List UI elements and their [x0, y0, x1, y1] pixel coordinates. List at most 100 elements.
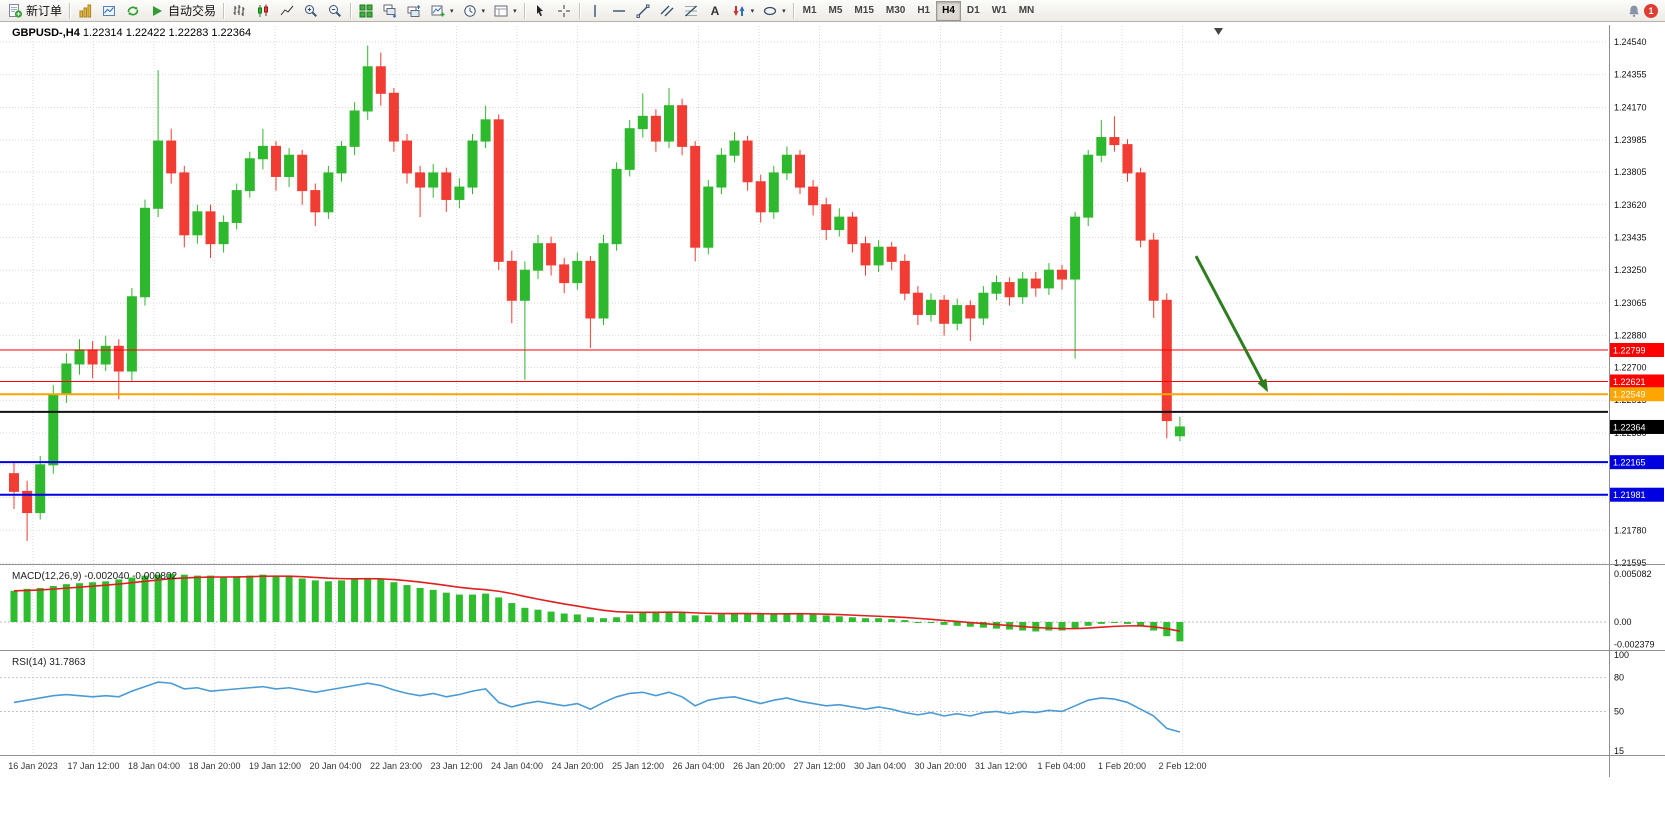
candle [284, 154, 295, 177]
candle [1096, 137, 1107, 156]
trendline-icon [636, 4, 650, 18]
market-watch-button[interactable] [97, 1, 121, 21]
macd-bar [259, 574, 267, 622]
toolbar-separator [350, 2, 352, 19]
timeframe-m30[interactable]: M30 [880, 1, 911, 21]
timeframe-h1[interactable]: H1 [911, 1, 936, 21]
zoom-in-icon [305, 4, 318, 17]
indicators-button[interactable]: ▾ [426, 1, 458, 21]
timeframe-m5[interactable]: M5 [823, 1, 849, 21]
candle [1174, 426, 1185, 437]
candlestick-button[interactable] [251, 1, 275, 21]
rsi-line [13, 681, 1181, 733]
time-label: 22 Jan 23:00 [370, 761, 422, 771]
macd-bar [1071, 622, 1079, 629]
bar-chart-button[interactable] [227, 1, 251, 21]
candle [703, 186, 714, 248]
text-button[interactable]: A [703, 1, 727, 21]
macd-bar [364, 578, 372, 622]
timeframe-d1[interactable]: D1 [961, 1, 986, 21]
shapes-button[interactable]: ▾ [758, 1, 790, 21]
crosshair-button[interactable] [552, 1, 576, 21]
timeframe-w1[interactable]: W1 [986, 1, 1013, 21]
timeframe-m15[interactable]: M15 [848, 1, 879, 21]
notifications-icon[interactable] [1626, 3, 1642, 19]
chart-shift-marker-icon[interactable] [1214, 28, 1223, 35]
chevron-down-icon: ▾ [481, 7, 486, 15]
cursor-button[interactable] [528, 1, 552, 21]
time-label: 17 Jan 12:00 [67, 761, 119, 771]
candle [559, 264, 570, 284]
channel-icon [660, 5, 674, 16]
candle [35, 464, 46, 514]
price-badge [1610, 487, 1664, 502]
timeframe-h4[interactable]: H4 [936, 0, 961, 21]
price-badge-label: 1.22364 [1613, 422, 1646, 432]
candlestick-series [9, 45, 1185, 541]
chart-area[interactable]: 16 Jan 2023 17 Jan 12:00 18 Jan 04:00 18 Ja… [0, 22, 1665, 833]
macd-bar [23, 588, 31, 622]
zoom-out-button[interactable] [323, 1, 347, 21]
shapes-icon [763, 6, 777, 15]
trendline-button[interactable] [631, 1, 655, 21]
notification-badge[interactable]: 1 [1644, 3, 1658, 18]
candle [297, 154, 308, 192]
macd-bar [940, 622, 948, 625]
cascade-down-button[interactable] [378, 1, 402, 21]
channel-button[interactable] [655, 1, 679, 21]
timeframe-mn[interactable]: MN [1013, 1, 1041, 21]
price-label: 1.23065 [1614, 298, 1647, 308]
candle [1083, 154, 1094, 218]
tile-windows-button[interactable] [354, 1, 378, 21]
candle [860, 243, 871, 266]
template-button[interactable]: ▾ [489, 1, 521, 21]
arrow-object[interactable] [1194, 255, 1268, 393]
timeframe-m1[interactable]: M1 [797, 1, 823, 21]
macd-bar [403, 585, 411, 622]
macd-bar [1084, 622, 1092, 626]
candle [336, 145, 347, 174]
time-label: 26 Jan 20:00 [733, 761, 785, 771]
cascade-up-button[interactable] [402, 1, 426, 21]
candle [1148, 239, 1159, 301]
candle [140, 207, 150, 298]
candle [87, 349, 98, 365]
macd-bar [1045, 622, 1053, 631]
new-order-button[interactable]: 新订单 [3, 1, 66, 21]
autotrading-button[interactable]: 自动交易 [145, 1, 220, 21]
zoom-in-button[interactable] [299, 1, 323, 21]
macd-bar [665, 611, 673, 622]
time-label: 2 Feb 12:00 [1158, 761, 1206, 771]
candle [991, 282, 1002, 294]
macd-bar [36, 587, 44, 622]
macd-bar [220, 576, 228, 622]
macd-bar [875, 618, 883, 622]
chevron-down-icon: ▾ [450, 7, 454, 15]
rsi-axis-label: 100 [1614, 650, 1629, 660]
macd-bar [1058, 622, 1066, 631]
charts-button[interactable] [73, 1, 97, 21]
line-chart-button[interactable] [275, 1, 299, 21]
vertical-line-button[interactable] [583, 1, 607, 21]
price-label: 1.23620 [1614, 200, 1647, 210]
horizontal-line-button[interactable] [607, 1, 631, 21]
price-badge-label: 1.22799 [1613, 346, 1646, 356]
price-badge-label: 1.22621 [1613, 377, 1646, 387]
macd-bar [1176, 622, 1184, 642]
macd-bar [586, 617, 594, 622]
refresh-button[interactable] [121, 1, 145, 21]
candle [821, 204, 832, 231]
macd-bar [901, 620, 909, 622]
candle [768, 172, 779, 213]
period-button[interactable]: ▾ [458, 1, 490, 21]
macd-bar [311, 580, 319, 622]
fibonacci-button[interactable] [679, 1, 703, 21]
candle [978, 292, 989, 319]
candle [795, 154, 805, 188]
candle [9, 473, 19, 492]
horizontal-line-objects[interactable] [0, 349, 1608, 496]
candle [899, 260, 910, 294]
time-label: 31 Jan 12:00 [975, 761, 1027, 771]
candle [926, 299, 936, 315]
arrows-button[interactable]: ▾ [727, 1, 759, 21]
